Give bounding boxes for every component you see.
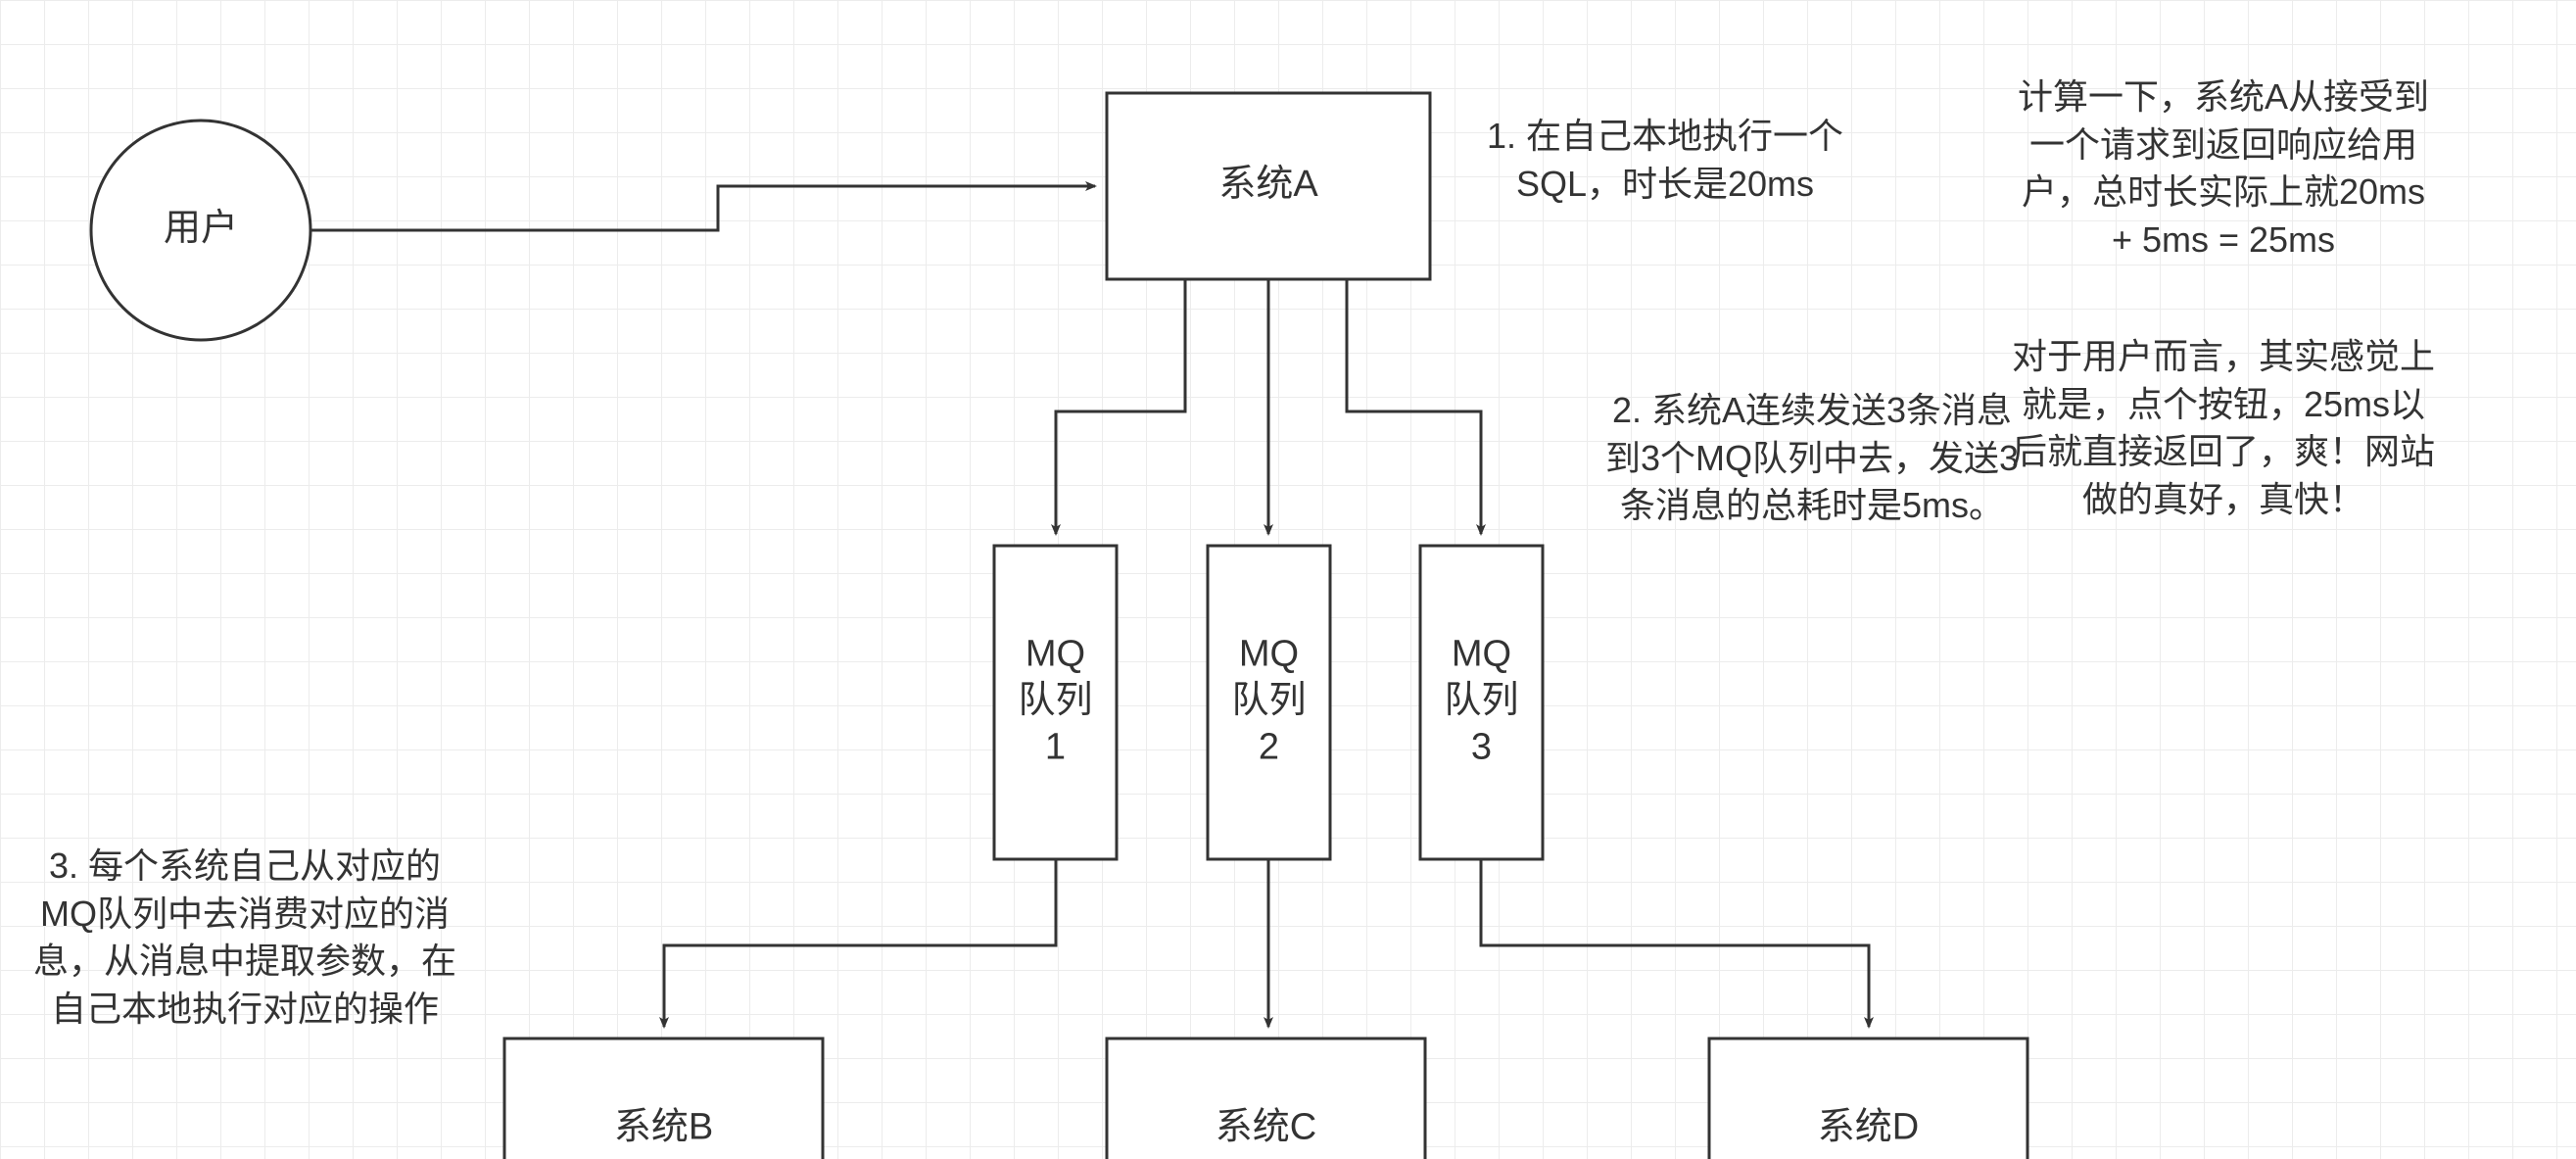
edge-mq3-to-systemD (1481, 859, 1869, 1027)
node-label-systemD: 系统D (1818, 1107, 1919, 1148)
node-mq1: MQ队列1 (994, 546, 1117, 859)
node-systemA: 系统A (1107, 93, 1430, 279)
node-label-systemC: 系统C (1216, 1107, 1316, 1148)
annotation-note3: 3. 每个系统自己从对应的 MQ队列中去消费对应的消 息，从消息中提取参数，在 … (0, 843, 490, 1033)
annotation-summary2: 对于用户而言，其实感觉上 就是，点个按钮，25ms以 后就直接返回了，爽！网站 … (1979, 333, 2468, 523)
annotation-note2: 2. 系统A连续发送3条消息 到3个MQ队列中去，发送3 条消息的总耗时是5ms… (1577, 387, 2047, 530)
node-systemB: 系统B (504, 1038, 823, 1159)
node-label-systemA: 系统A (1218, 164, 1318, 205)
node-label-user: 用户 (164, 208, 238, 249)
annotation-note1: 1. 在自己本地执行一个 SQL，时长是20ms (1450, 113, 1881, 208)
node-mq2: MQ队列2 (1208, 546, 1330, 859)
edge-user-to-systemA (310, 186, 1095, 230)
node-mq3: MQ队列3 (1420, 546, 1543, 859)
edge-systemA-to-mq3 (1347, 279, 1481, 534)
edge-systemA-to-mq1 (1056, 279, 1185, 534)
edge-mq1-to-systemB (664, 859, 1056, 1027)
node-user: 用户 (91, 121, 310, 340)
node-label-systemB: 系统B (614, 1107, 713, 1148)
node-systemC: 系统C (1107, 1038, 1425, 1159)
node-systemD: 系统D (1709, 1038, 2027, 1159)
annotation-summary1: 计算一下，系统A从接受到 一个请求到返回响应给用 户，总时长实际上就20ms +… (1979, 73, 2468, 264)
